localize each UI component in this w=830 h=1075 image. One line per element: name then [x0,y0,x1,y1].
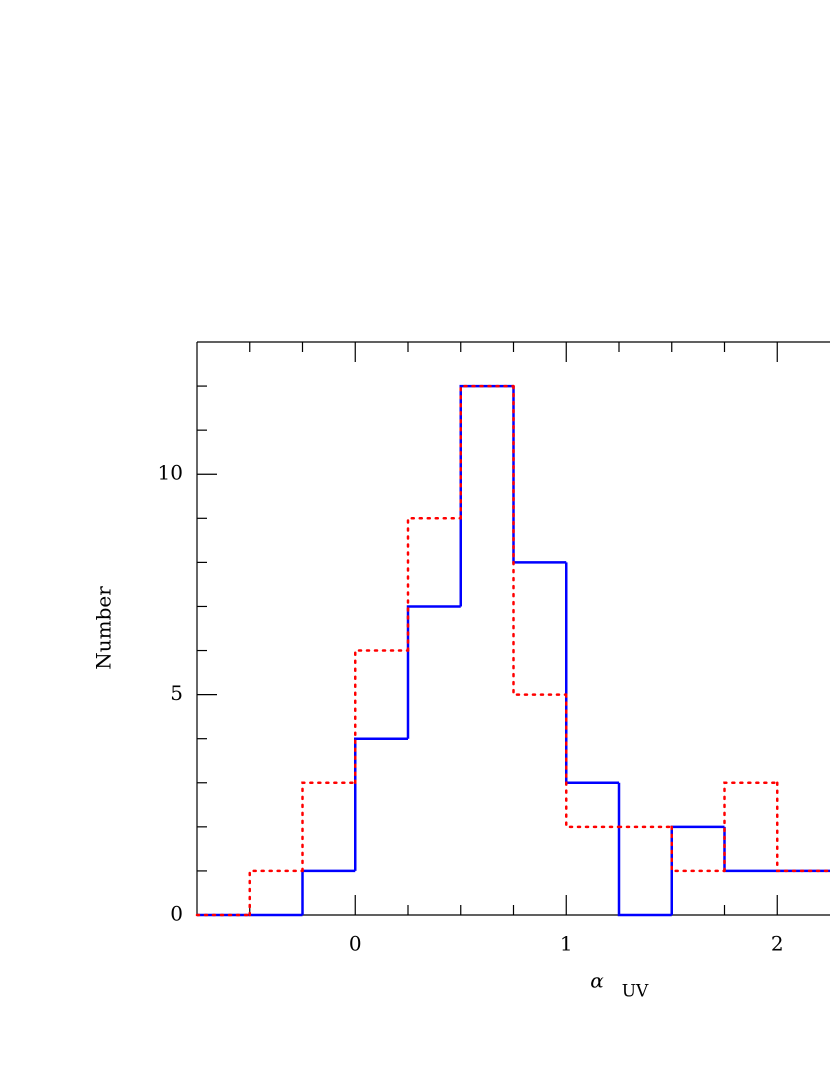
histogram-step [776,781,830,873]
x-tick-label: 2 [771,932,784,956]
histogram-step [301,781,357,873]
y-tick-label: 5 [170,681,183,705]
x-tick-label: 1 [560,932,573,956]
histogram-step [617,782,672,917]
x-tick-label: 0 [349,932,362,956]
histogram-step [406,517,462,652]
histogram-step [459,384,514,607]
histogram-step [565,693,621,829]
histogram-step [301,869,356,915]
x-axis-label: α [590,969,604,993]
histogram-step [354,649,410,785]
histogram-step [354,737,408,871]
histogram-step [723,826,778,873]
histogram-step [670,825,726,873]
y-tick-label: 0 [170,902,183,926]
y-tick-label: 10 [158,461,183,485]
histogram-step [406,605,461,739]
histogram-step [565,562,619,785]
y-axis-label: Number [92,586,116,670]
histogram-step [459,384,515,520]
x-axis-label-sub: UV [622,982,649,1002]
histogram-step [723,781,779,873]
histogram-step [512,386,567,564]
histogram-step [248,869,304,917]
histogram-step [512,384,568,696]
